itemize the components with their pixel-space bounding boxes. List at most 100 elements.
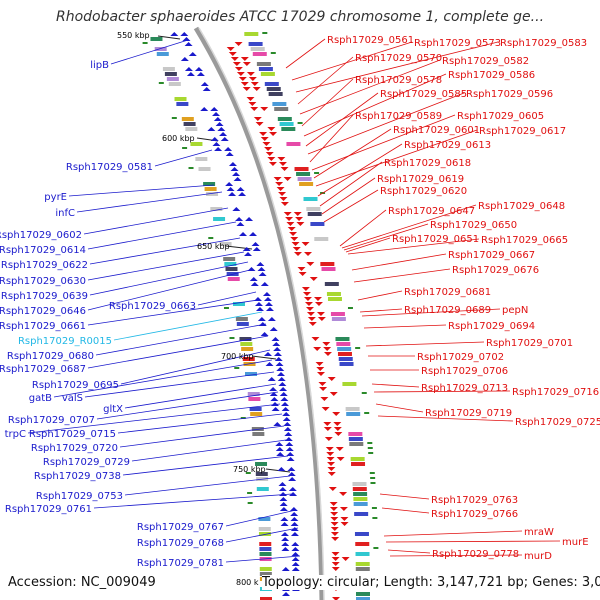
gene-label-Rsph17029_0646[interactable]: Rsph17029_0646 [0, 306, 86, 317]
right-strand-gene [290, 237, 299, 241]
gene-label-Rsph17029_0768[interactable]: Rsph17029_0768 [137, 538, 224, 549]
left-strand-gene [281, 547, 290, 551]
left-strand-gene [276, 367, 285, 371]
gene-label-Rsph17029_0589[interactable]: Rsph17029_0589 [355, 111, 442, 122]
gene-label-Rsph17029_0661[interactable]: Rsph17029_0661 [0, 321, 86, 332]
gene-label-Rsph17029_0585[interactable]: Rsph17029_0585 [380, 89, 467, 100]
gene-label-Rsph17029_R0015[interactable]: Rsph17029_R0015 [18, 336, 112, 347]
left-callout-line [93, 493, 293, 509]
right-strand-gene [306, 312, 315, 316]
right-strand-gene [260, 137, 269, 141]
left-feature-block [239, 337, 252, 341]
gene-label-Rsph17029_0619[interactable]: Rsph17029_0619 [377, 174, 464, 185]
gene-label-Rsph17029_0665[interactable]: Rsph17029_0665 [481, 235, 568, 246]
gene-label-Rsph17029_0613[interactable]: Rsph17029_0613 [404, 140, 491, 151]
left-feature-block [225, 267, 238, 271]
gene-label-Rsph17029_0651[interactable]: Rsph17029_0651 [392, 234, 479, 245]
gene-label-Rsph17029_0713[interactable]: Rsph17029_0713 [421, 383, 508, 394]
gene-label-Rsph17029_0570[interactable]: Rsph17029_0570 [355, 53, 442, 64]
gene-label-Rsph17029_0596[interactable]: Rsph17029_0596 [466, 89, 553, 100]
gene-label-Rsph17029_0738[interactable]: Rsph17029_0738 [34, 471, 121, 482]
left-callout-line [27, 403, 281, 434]
gene-label-Rsph17029_0573[interactable]: Rsph17029_0573 [414, 38, 501, 49]
gene-label-Rsph17029_0687[interactable]: Rsph17029_0687 [0, 364, 86, 375]
gene-label-Rsph17029_0694[interactable]: Rsph17029_0694 [448, 321, 535, 332]
left-strand-gene [182, 37, 191, 41]
gene-label-Rsph17029_0725[interactable]: Rsph17029_0725 [515, 417, 600, 428]
right-callout-line [285, 38, 326, 69]
gene-label-Rsph17029_0729[interactable]: Rsph17029_0729 [43, 457, 130, 468]
gene-label-murE[interactable]: murE [562, 537, 589, 548]
gene-label-Rsph17029_0630[interactable]: Rsph17029_0630 [0, 276, 86, 287]
gene-label-Rsph17029_0695[interactable]: Rsph17029_0695 [32, 380, 119, 391]
gene-label-Rsph17029_0767[interactable]: Rsph17029_0767 [137, 522, 224, 533]
right-feature-block [355, 592, 370, 596]
gene-label-Rsph17029_0715[interactable]: Rsph17029_0715 [29, 429, 116, 440]
gene-label-Rsph17029_0761[interactable]: Rsph17029_0761 [5, 504, 92, 515]
right-strand-gene [330, 512, 339, 516]
gene-label-valS[interactable]: valS [62, 393, 83, 404]
gene-label-gatB[interactable]: gatB [29, 393, 52, 404]
gene-label-Rsph17029_0763[interactable]: Rsph17029_0763 [431, 495, 518, 506]
left-strand-gene [274, 357, 283, 361]
gene-label-Rsph17029_0689[interactable]: Rsph17029_0689 [404, 305, 491, 316]
gene-label-gltX[interactable]: gltX [103, 404, 123, 415]
gene-label-Rsph17029_0639[interactable]: Rsph17029_0639 [1, 291, 88, 302]
gene-label-Rsph17029_0707[interactable]: Rsph17029_0707 [8, 415, 95, 426]
gene-label-Rsph17029_0676[interactable]: Rsph17029_0676 [452, 265, 539, 276]
left-strand-gene [279, 492, 288, 496]
gene-label-Rsph17029_0720[interactable]: Rsph17029_0720 [31, 443, 118, 454]
gene-label-Rsph17029_0650[interactable]: Rsph17029_0650 [430, 220, 517, 231]
gene-label-Rsph17029_0620[interactable]: Rsph17029_0620 [380, 186, 467, 197]
gene-label-Rsph17029_0706[interactable]: Rsph17029_0706 [421, 366, 508, 377]
gene-label-Rsph17029_0583[interactable]: Rsph17029_0583 [500, 38, 587, 49]
right-strand-gene [315, 362, 324, 366]
gene-label-Rsph17029_0702[interactable]: Rsph17029_0702 [417, 352, 504, 363]
gene-label-Rsph17029_0586[interactable]: Rsph17029_0586 [448, 70, 535, 81]
gene-label-Rsph17029_0578[interactable]: Rsph17029_0578 [355, 75, 442, 86]
gene-label-Rsph17029_0605[interactable]: Rsph17029_0605 [457, 111, 544, 122]
gene-label-Rsph17029_0561[interactable]: Rsph17029_0561 [327, 35, 414, 46]
gene-label-trpC[interactable]: trpC [5, 429, 26, 440]
gene-label-Rsph17029_0647[interactable]: Rsph17029_0647 [388, 206, 475, 217]
left-strand-gene [264, 302, 273, 306]
right-callout-line [379, 493, 430, 500]
gene-label-Rsph17029_0602[interactable]: Rsph17029_0602 [0, 230, 82, 241]
gene-label-Rsph17029_0781[interactable]: Rsph17029_0781 [137, 558, 224, 569]
gene-label-Rsph17029_0778[interactable]: Rsph17029_0778 [432, 549, 519, 560]
gene-label-mraW[interactable]: mraW [524, 527, 554, 538]
right-feature-block [338, 357, 353, 361]
gene-label-lipB[interactable]: lipB [90, 60, 109, 71]
right-feature-block [336, 342, 351, 346]
left-strand-gene [215, 122, 224, 126]
gene-label-pepN[interactable]: pepN [502, 305, 528, 316]
gene-label-murD[interactable]: murD [524, 551, 552, 562]
gene-label-Rsph17029_0701[interactable]: Rsph17029_0701 [486, 338, 573, 349]
gene-label-Rsph17029_0681[interactable]: Rsph17029_0681 [404, 287, 491, 298]
gene-label-Rsph17029_0716[interactable]: Rsph17029_0716 [512, 387, 599, 398]
gene-label-Rsph17029_0582[interactable]: Rsph17029_0582 [442, 56, 529, 67]
gene-label-Rsph17029_0766[interactable]: Rsph17029_0766 [431, 509, 518, 520]
right-strand-gene [297, 267, 306, 271]
gene-label-Rsph17029_0601[interactable]: Rsph17029_0601 [393, 125, 480, 136]
gene-label-Rsph17029_0617[interactable]: Rsph17029_0617 [479, 126, 566, 137]
gene-label-Rsph17029_0663[interactable]: Rsph17029_0663 [109, 301, 196, 312]
right-strand-gene [328, 487, 337, 491]
gene-label-Rsph17029_0680[interactable]: Rsph17029_0680 [7, 351, 94, 362]
gene-label-Rsph17029_0753[interactable]: Rsph17029_0753 [36, 491, 123, 502]
gene-label-Rsph17029_0614[interactable]: Rsph17029_0614 [0, 245, 86, 256]
gene-label-Rsph17029_0618[interactable]: Rsph17029_0618 [384, 158, 471, 169]
gene-label-Rsph17029_0648[interactable]: Rsph17029_0648 [478, 201, 565, 212]
left-feature-block [256, 487, 269, 491]
gc-marker [361, 392, 367, 394]
gene-label-Rsph17029_0719[interactable]: Rsph17029_0719 [425, 408, 512, 419]
right-strand-gene [265, 152, 274, 156]
gene-label-Rsph17029_0622[interactable]: Rsph17029_0622 [1, 260, 88, 271]
right-strand-gene [324, 437, 333, 441]
gene-label-infC[interactable]: infC [55, 208, 75, 219]
left-feature-block [259, 572, 272, 576]
left-callout-line [87, 221, 237, 250]
gene-label-pyrE[interactable]: pyrE [44, 192, 67, 203]
gene-label-Rsph17029_0581[interactable]: Rsph17029_0581 [66, 162, 153, 173]
gene-label-Rsph17029_0667[interactable]: Rsph17029_0667 [448, 250, 535, 261]
